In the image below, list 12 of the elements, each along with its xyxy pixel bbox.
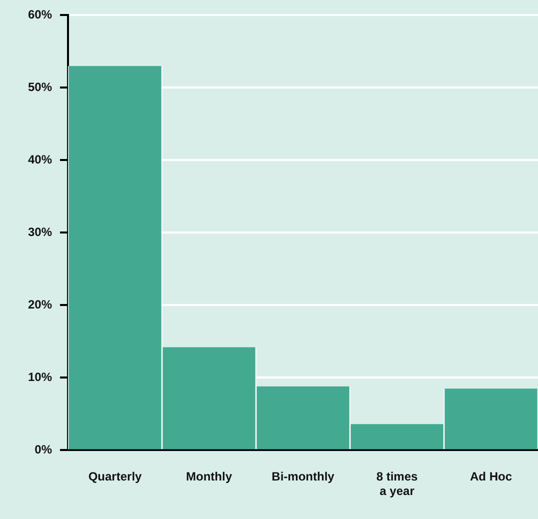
- x-tick-label: Bi-monthly: [272, 470, 335, 484]
- y-tick-label: 60%: [28, 8, 52, 22]
- x-tick-label: 8 times a year: [376, 470, 418, 498]
- y-tick-label: 10%: [28, 370, 52, 384]
- x-tick-label: Quarterly: [88, 470, 142, 484]
- y-tick-label: 30%: [28, 225, 52, 240]
- x-tick-label: Ad Hoc: [470, 470, 512, 484]
- x-tick-label: Monthly: [186, 470, 232, 484]
- y-tick-label: 50%: [28, 80, 52, 94]
- y-tick-label: 0%: [34, 442, 52, 457]
- y-tick-label: 20%: [28, 298, 52, 312]
- y-tick-label: 40%: [28, 152, 52, 167]
